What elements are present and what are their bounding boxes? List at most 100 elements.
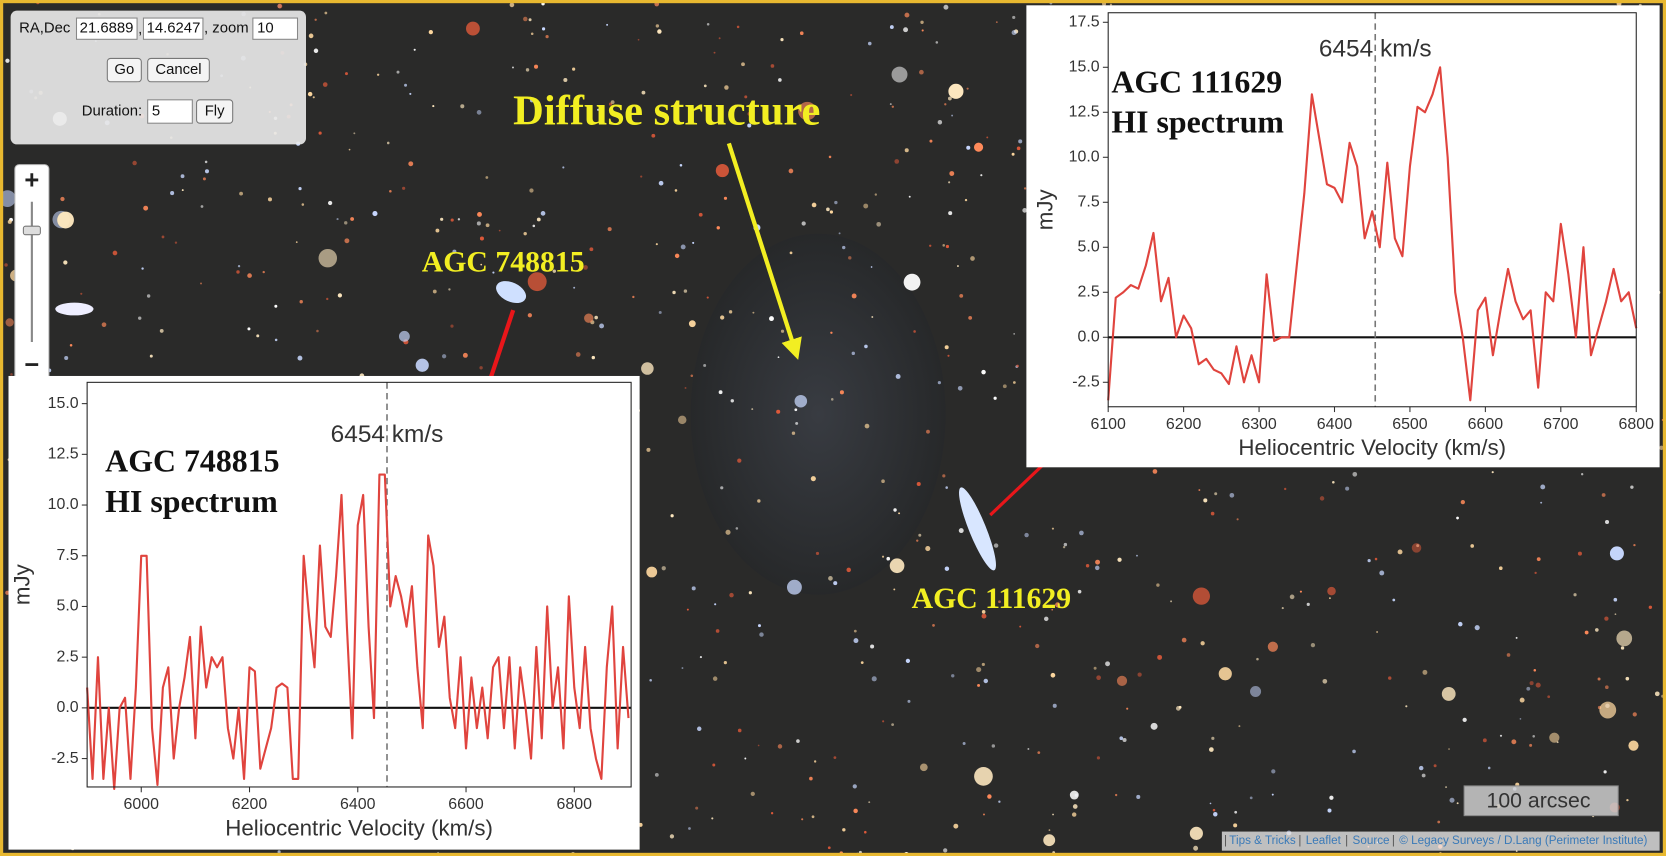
star xyxy=(1448,748,1450,750)
star xyxy=(1595,628,1599,632)
star xyxy=(1109,3,1113,6)
star xyxy=(1170,600,1173,603)
button[interactable] xyxy=(196,99,234,124)
input[interactable] xyxy=(142,17,204,40)
star xyxy=(672,290,676,295)
star xyxy=(815,551,820,556)
button-label[interactable]: Cancel xyxy=(155,62,201,78)
star xyxy=(920,20,924,25)
star xyxy=(1456,802,1459,805)
star xyxy=(1209,802,1212,805)
star xyxy=(834,200,838,205)
star xyxy=(981,369,986,375)
input[interactable] xyxy=(75,17,138,40)
star xyxy=(770,64,775,68)
zoom-thumb[interactable] xyxy=(22,225,41,236)
star xyxy=(684,387,687,389)
attribution-link[interactable]: Leaflet xyxy=(1306,834,1342,847)
star xyxy=(1236,518,1239,521)
star xyxy=(396,70,400,74)
input-value[interactable]: 5 xyxy=(152,103,160,119)
button[interactable] xyxy=(106,57,142,83)
attribution-link[interactable]: Source xyxy=(1353,834,1390,847)
star xyxy=(1079,530,1084,536)
zoom-out[interactable]: − xyxy=(24,351,39,379)
star xyxy=(973,142,984,152)
star xyxy=(0,190,16,207)
star xyxy=(654,772,659,777)
button-label[interactable]: Go xyxy=(114,62,134,78)
x-axis-label: Heliocentric Velocity (km/s) xyxy=(225,815,493,840)
star xyxy=(1192,587,1210,605)
star xyxy=(415,358,429,372)
star xyxy=(1095,565,1100,571)
button[interactable] xyxy=(147,57,210,83)
star xyxy=(977,683,981,687)
star xyxy=(256,334,260,338)
star xyxy=(1012,15,1016,20)
input[interactable] xyxy=(252,17,299,40)
star xyxy=(386,141,390,145)
star xyxy=(993,543,999,548)
control-panel: RA,Dec 21.6889 , 14.6247 , zoom 10 Go Ca… xyxy=(10,10,306,145)
star xyxy=(1218,667,1232,681)
star xyxy=(1023,187,1027,190)
star xyxy=(1648,605,1653,609)
star xyxy=(599,323,605,329)
star xyxy=(1506,653,1511,657)
star xyxy=(1011,152,1015,156)
attribution-link[interactable]: Tips & Tricks xyxy=(1229,834,1296,847)
attribution: Tips & Tricks | Leaflet | Source | © Legacy Su… xyxy=(1224,834,1647,847)
y-tick-label: 0.0 xyxy=(1078,328,1100,345)
star xyxy=(966,145,971,150)
star xyxy=(316,329,319,333)
input-value[interactable]: 21.6889 xyxy=(80,21,134,37)
star xyxy=(1011,30,1017,36)
star xyxy=(698,212,703,217)
input[interactable] xyxy=(147,99,193,124)
star xyxy=(541,27,546,31)
star xyxy=(1536,557,1541,562)
star xyxy=(327,200,333,206)
star xyxy=(262,270,265,274)
star xyxy=(428,30,433,35)
star xyxy=(757,744,760,747)
star xyxy=(661,566,666,571)
star xyxy=(1573,593,1577,597)
input-value[interactable]: 10 xyxy=(257,21,274,37)
star xyxy=(297,355,303,361)
star xyxy=(5,58,10,63)
star xyxy=(1271,769,1276,774)
star xyxy=(715,163,729,178)
star xyxy=(509,2,515,8)
button-label[interactable]: Fly xyxy=(205,103,225,119)
star xyxy=(770,812,774,815)
zoom-in[interactable]: + xyxy=(24,166,39,194)
star xyxy=(690,374,694,378)
star xyxy=(799,31,804,36)
annotation: AGC 111629 xyxy=(912,582,1071,615)
input-clip: 14.6247 xyxy=(147,21,201,37)
star xyxy=(688,320,696,328)
star xyxy=(640,175,643,178)
star xyxy=(1327,586,1336,596)
star xyxy=(937,381,941,385)
star xyxy=(925,545,931,552)
y-tick-label: 2.5 xyxy=(1078,283,1100,300)
star xyxy=(573,286,576,289)
star xyxy=(1048,829,1051,831)
star xyxy=(432,105,435,108)
input-value[interactable]: 14.6247 xyxy=(147,21,201,37)
star xyxy=(889,558,905,574)
star xyxy=(277,3,283,9)
star xyxy=(1256,657,1259,661)
star xyxy=(853,638,859,644)
attribution-link[interactable]: © Legacy Surveys / D.Lang (Perimeter Ins… xyxy=(1399,834,1647,847)
star xyxy=(563,77,568,82)
star xyxy=(716,226,720,230)
star xyxy=(870,644,875,649)
star xyxy=(1482,738,1487,743)
star xyxy=(942,244,945,247)
star xyxy=(63,260,68,265)
star xyxy=(204,169,209,174)
